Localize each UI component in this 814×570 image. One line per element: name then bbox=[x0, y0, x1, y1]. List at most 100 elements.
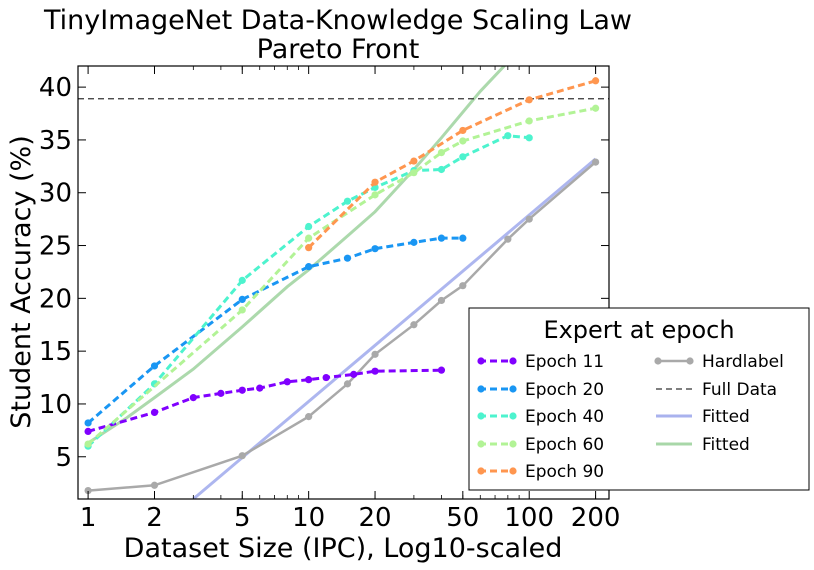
epoch-11-point bbox=[238, 386, 246, 394]
epoch-11-point bbox=[283, 378, 291, 386]
legend-title: Expert at epoch bbox=[543, 316, 734, 344]
epoch-60-point bbox=[84, 440, 92, 448]
hardlabel-point bbox=[459, 282, 467, 290]
legend-swatch-marker bbox=[509, 385, 517, 393]
hardlabel-point bbox=[437, 296, 446, 305]
hardlabel-point bbox=[592, 158, 600, 166]
x-tick-label: 5 bbox=[234, 503, 251, 533]
epoch-60-line bbox=[87, 106, 596, 446]
legend-entry-0: Epoch 11 bbox=[477, 352, 604, 372]
x-tick-label: 100 bbox=[504, 503, 554, 533]
epoch-60-point bbox=[592, 104, 600, 112]
epoch-60-point bbox=[305, 234, 313, 242]
plot-frame bbox=[77, 65, 610, 500]
x-tick-label: 200 bbox=[571, 503, 621, 533]
legend-entry-8: Fitted bbox=[656, 435, 750, 455]
legend-entries: Epoch 11 Epoch 20 Epoch 40 Epoch 60 Epoch 90… bbox=[477, 352, 784, 482]
legend-swatch-marker bbox=[654, 357, 662, 365]
epoch-20-point bbox=[437, 234, 446, 242]
epoch-20-point bbox=[305, 263, 313, 271]
y-tick-label: 40 bbox=[39, 73, 72, 103]
epoch-60-point bbox=[371, 191, 379, 199]
hardlabel-point bbox=[504, 235, 512, 243]
hardlabel-point bbox=[150, 481, 159, 489]
legend-label: Epoch 20 bbox=[525, 380, 604, 400]
epoch-90-line bbox=[307, 79, 597, 249]
legend-swatch-marker bbox=[509, 440, 517, 448]
legend-label: Epoch 60 bbox=[525, 435, 604, 455]
epoch-60-point bbox=[437, 149, 446, 157]
legend-entry-5: Hardlabel bbox=[654, 352, 784, 372]
legend-swatch-marker bbox=[477, 385, 485, 393]
y-tick-label: 10 bbox=[39, 390, 72, 420]
x-tick-label: 10 bbox=[292, 503, 325, 533]
y-tick-label: 30 bbox=[39, 179, 72, 209]
y-tick-label: 5 bbox=[55, 443, 72, 473]
y-tick-label: 35 bbox=[39, 126, 72, 156]
legend-label: Epoch 40 bbox=[525, 407, 604, 427]
epoch-20-point bbox=[343, 254, 352, 262]
epoch-11-line bbox=[87, 368, 442, 433]
epoch-20-point bbox=[84, 419, 92, 427]
epoch-40-point bbox=[305, 222, 313, 231]
fitted-line-7 bbox=[192, 157, 597, 499]
legend-label: Epoch 90 bbox=[525, 462, 604, 482]
y-tick-label: 15 bbox=[39, 337, 72, 367]
epoch-20-point bbox=[150, 362, 159, 370]
epoch-11-point bbox=[189, 394, 197, 402]
epoch-11-point bbox=[256, 384, 264, 392]
legend-label: Fitted bbox=[702, 407, 750, 427]
epoch-40-point bbox=[238, 276, 246, 284]
legend-label: Full Data bbox=[702, 380, 777, 400]
epoch-11-point bbox=[371, 367, 379, 375]
epoch-20-point bbox=[459, 234, 467, 242]
y-tick-label: 20 bbox=[39, 284, 72, 314]
epoch-11-point bbox=[437, 366, 446, 374]
legend-label: Epoch 11 bbox=[525, 352, 604, 372]
legend-swatch-marker bbox=[509, 412, 517, 420]
series-clip-group bbox=[78, 66, 609, 499]
epoch-20-point bbox=[238, 295, 246, 303]
epoch-60-point bbox=[459, 137, 467, 145]
legend-entry-4: Epoch 90 bbox=[477, 462, 604, 482]
epoch-20-point bbox=[410, 238, 418, 246]
x-tick-label: 1 bbox=[80, 503, 97, 533]
epoch-11-point bbox=[84, 427, 92, 436]
epoch-60-point bbox=[525, 117, 533, 125]
epoch-11-point bbox=[217, 389, 225, 397]
legend-label: Hardlabel bbox=[702, 352, 784, 372]
legend-entry-3: Epoch 60 bbox=[477, 435, 604, 455]
x-tick-label: 50 bbox=[446, 503, 479, 533]
epoch-40-point bbox=[437, 165, 446, 174]
x-tick-label: 20 bbox=[359, 503, 392, 533]
hardlabel-point bbox=[238, 452, 246, 460]
legend-swatch-marker bbox=[477, 467, 485, 475]
hardlabel-point bbox=[410, 321, 418, 329]
x-axis-label: Dataset Size (IPC), Log10-scaled bbox=[124, 533, 563, 564]
hardlabel-point bbox=[305, 413, 313, 421]
legend-entry-7: Fitted bbox=[656, 407, 750, 427]
legend-swatch-marker bbox=[686, 357, 694, 365]
y-tick-label: 25 bbox=[39, 232, 72, 262]
epoch-90-point bbox=[459, 126, 467, 135]
epoch-20-point bbox=[371, 245, 379, 253]
hardlabel-point bbox=[525, 215, 533, 223]
epoch-60-point bbox=[238, 306, 246, 314]
epoch-40-point bbox=[525, 134, 533, 142]
legend: Expert at epoch Epoch 11 Epoch 20 Epoch 40… bbox=[468, 307, 810, 491]
legend-entry-1: Epoch 20 bbox=[477, 380, 604, 400]
epoch-11-point bbox=[150, 408, 159, 416]
epoch-40-point bbox=[459, 153, 467, 161]
hardlabel-point bbox=[371, 350, 379, 358]
series-layer bbox=[78, 66, 609, 499]
legend-box bbox=[468, 307, 810, 491]
legend-swatch-marker bbox=[477, 357, 485, 365]
legend-swatch-marker bbox=[477, 440, 485, 448]
epoch-90-point bbox=[592, 77, 600, 85]
chart-title-line-2: Pareto Front bbox=[257, 34, 420, 65]
legend-swatch-marker bbox=[509, 467, 517, 475]
epoch-11-point bbox=[350, 370, 358, 378]
epoch-90-point bbox=[371, 178, 379, 186]
chart-title-line-1: TinyImageNet Data-Knowledge Scaling Law bbox=[43, 5, 632, 36]
